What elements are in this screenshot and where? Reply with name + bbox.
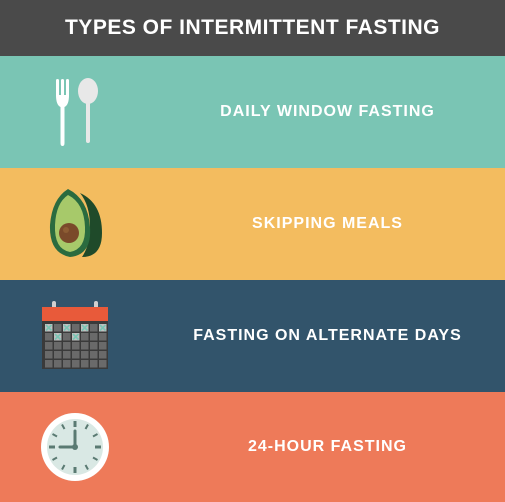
- row-label: DAILY WINDOW FASTING: [150, 103, 505, 121]
- row-label: FASTING ON ALTERNATE DAYS: [150, 327, 505, 345]
- header-title: TYPES OF INTERMITTENT FASTING: [65, 16, 440, 40]
- row-daily-window: DAILY WINDOW FASTING: [0, 56, 505, 168]
- row-24-hour: 24-HOUR FASTING: [0, 392, 505, 502]
- calendar-icon: [0, 299, 150, 373]
- row-alternate-days: FASTING ON ALTERNATE DAYS: [0, 280, 505, 392]
- fork-spoon-icon: [0, 75, 150, 150]
- row-label: 24-HOUR FASTING: [150, 438, 505, 456]
- avocado-icon: [0, 185, 150, 263]
- row-label: SKIPPING MEALS: [150, 215, 505, 233]
- header-bar: TYPES OF INTERMITTENT FASTING: [0, 0, 505, 56]
- row-skipping-meals: SKIPPING MEALS: [0, 168, 505, 280]
- clock-icon: [0, 409, 150, 485]
